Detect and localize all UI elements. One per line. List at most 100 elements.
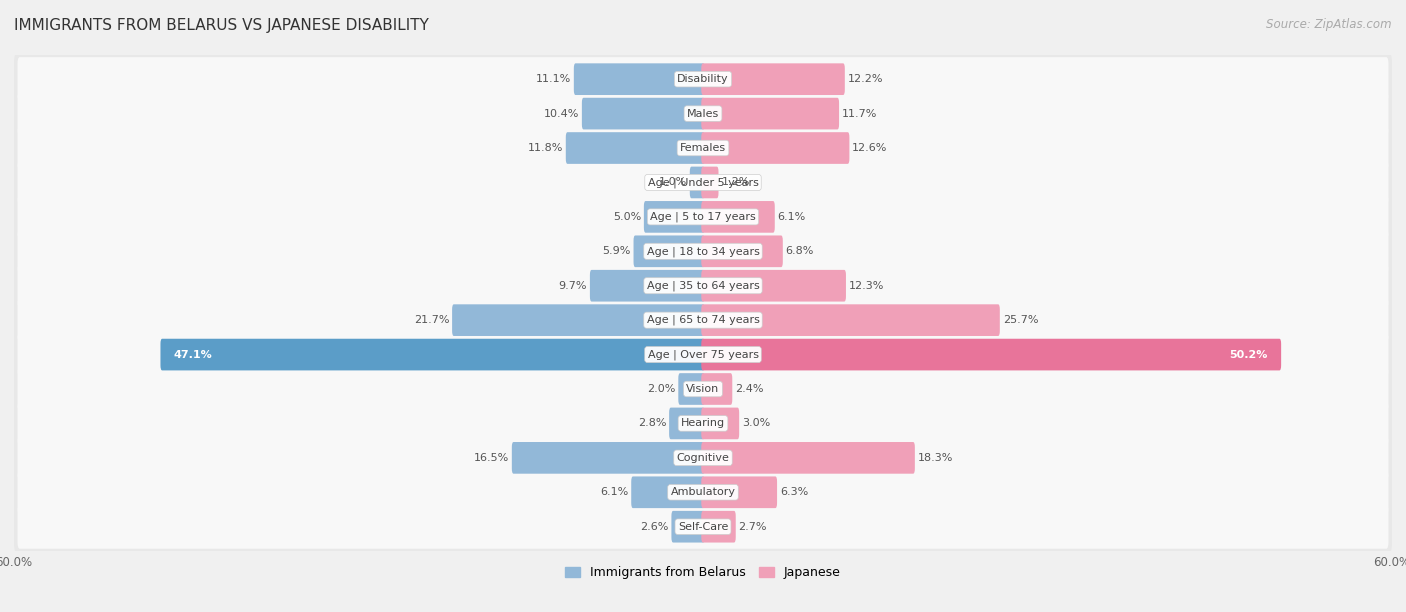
Text: 18.3%: 18.3% — [918, 453, 953, 463]
FancyBboxPatch shape — [634, 236, 704, 267]
FancyBboxPatch shape — [644, 201, 704, 233]
FancyBboxPatch shape — [702, 236, 783, 267]
Text: 5.0%: 5.0% — [613, 212, 641, 222]
FancyBboxPatch shape — [702, 442, 915, 474]
Text: Age | 65 to 74 years: Age | 65 to 74 years — [647, 315, 759, 326]
Text: Vision: Vision — [686, 384, 720, 394]
FancyBboxPatch shape — [14, 293, 1392, 347]
FancyBboxPatch shape — [14, 155, 1392, 209]
FancyBboxPatch shape — [574, 63, 704, 95]
FancyBboxPatch shape — [17, 401, 1389, 446]
Text: 2.4%: 2.4% — [735, 384, 763, 394]
Text: Age | Under 5 years: Age | Under 5 years — [648, 177, 758, 188]
Text: Ambulatory: Ambulatory — [671, 487, 735, 498]
FancyBboxPatch shape — [17, 160, 1389, 204]
FancyBboxPatch shape — [702, 98, 839, 129]
FancyBboxPatch shape — [690, 166, 704, 198]
Text: Age | 18 to 34 years: Age | 18 to 34 years — [647, 246, 759, 256]
FancyBboxPatch shape — [678, 373, 704, 405]
Text: Source: ZipAtlas.com: Source: ZipAtlas.com — [1267, 18, 1392, 31]
Text: 6.1%: 6.1% — [778, 212, 806, 222]
FancyBboxPatch shape — [14, 190, 1392, 244]
FancyBboxPatch shape — [17, 298, 1389, 342]
FancyBboxPatch shape — [14, 465, 1392, 519]
FancyBboxPatch shape — [631, 476, 704, 508]
FancyBboxPatch shape — [591, 270, 704, 302]
FancyBboxPatch shape — [702, 132, 849, 164]
FancyBboxPatch shape — [14, 431, 1392, 485]
FancyBboxPatch shape — [17, 436, 1389, 480]
FancyBboxPatch shape — [14, 121, 1392, 175]
FancyBboxPatch shape — [582, 98, 704, 129]
FancyBboxPatch shape — [14, 397, 1392, 450]
Text: 21.7%: 21.7% — [413, 315, 450, 325]
Text: 2.6%: 2.6% — [640, 521, 669, 532]
FancyBboxPatch shape — [702, 304, 1000, 336]
FancyBboxPatch shape — [14, 328, 1392, 381]
Text: IMMIGRANTS FROM BELARUS VS JAPANESE DISABILITY: IMMIGRANTS FROM BELARUS VS JAPANESE DISA… — [14, 18, 429, 34]
FancyBboxPatch shape — [14, 53, 1392, 106]
Text: Age | 35 to 64 years: Age | 35 to 64 years — [647, 280, 759, 291]
FancyBboxPatch shape — [17, 126, 1389, 170]
Text: Cognitive: Cognitive — [676, 453, 730, 463]
FancyBboxPatch shape — [14, 259, 1392, 313]
Text: 1.0%: 1.0% — [658, 177, 688, 187]
Text: Females: Females — [681, 143, 725, 153]
FancyBboxPatch shape — [702, 373, 733, 405]
FancyBboxPatch shape — [669, 408, 704, 439]
FancyBboxPatch shape — [17, 57, 1389, 101]
FancyBboxPatch shape — [17, 367, 1389, 411]
FancyBboxPatch shape — [702, 166, 718, 198]
Legend: Immigrants from Belarus, Japanese: Immigrants from Belarus, Japanese — [561, 561, 845, 584]
FancyBboxPatch shape — [17, 264, 1389, 308]
FancyBboxPatch shape — [672, 511, 704, 543]
FancyBboxPatch shape — [512, 442, 704, 474]
FancyBboxPatch shape — [14, 362, 1392, 416]
Text: 6.1%: 6.1% — [600, 487, 628, 498]
Text: 47.1%: 47.1% — [174, 349, 212, 360]
Text: 16.5%: 16.5% — [474, 453, 509, 463]
FancyBboxPatch shape — [702, 476, 778, 508]
Text: 5.9%: 5.9% — [602, 246, 631, 256]
Text: 11.8%: 11.8% — [527, 143, 562, 153]
Text: 9.7%: 9.7% — [558, 281, 588, 291]
Text: 11.7%: 11.7% — [842, 108, 877, 119]
FancyBboxPatch shape — [453, 304, 704, 336]
Text: 2.8%: 2.8% — [638, 419, 666, 428]
Text: 12.3%: 12.3% — [849, 281, 884, 291]
Text: 2.7%: 2.7% — [738, 521, 768, 532]
Text: 10.4%: 10.4% — [544, 108, 579, 119]
Text: Hearing: Hearing — [681, 419, 725, 428]
Text: 2.0%: 2.0% — [647, 384, 675, 394]
Text: 12.2%: 12.2% — [848, 74, 883, 84]
FancyBboxPatch shape — [702, 201, 775, 233]
Text: 11.1%: 11.1% — [536, 74, 571, 84]
Text: 1.2%: 1.2% — [721, 177, 749, 187]
FancyBboxPatch shape — [702, 63, 845, 95]
Text: 6.8%: 6.8% — [786, 246, 814, 256]
FancyBboxPatch shape — [702, 338, 1281, 370]
Text: 12.6%: 12.6% — [852, 143, 887, 153]
FancyBboxPatch shape — [14, 87, 1392, 140]
FancyBboxPatch shape — [702, 511, 735, 543]
FancyBboxPatch shape — [17, 230, 1389, 274]
Text: Disability: Disability — [678, 74, 728, 84]
FancyBboxPatch shape — [17, 195, 1389, 239]
FancyBboxPatch shape — [17, 332, 1389, 376]
FancyBboxPatch shape — [702, 270, 846, 302]
FancyBboxPatch shape — [17, 470, 1389, 514]
FancyBboxPatch shape — [17, 505, 1389, 549]
Text: 25.7%: 25.7% — [1002, 315, 1038, 325]
FancyBboxPatch shape — [160, 338, 704, 370]
Text: 50.2%: 50.2% — [1230, 349, 1268, 360]
Text: 3.0%: 3.0% — [742, 419, 770, 428]
FancyBboxPatch shape — [565, 132, 704, 164]
FancyBboxPatch shape — [702, 408, 740, 439]
FancyBboxPatch shape — [17, 92, 1389, 136]
Text: Self-Care: Self-Care — [678, 521, 728, 532]
Text: Age | Over 75 years: Age | Over 75 years — [648, 349, 758, 360]
FancyBboxPatch shape — [14, 500, 1392, 554]
Text: Age | 5 to 17 years: Age | 5 to 17 years — [650, 212, 756, 222]
Text: Males: Males — [688, 108, 718, 119]
FancyBboxPatch shape — [14, 225, 1392, 278]
